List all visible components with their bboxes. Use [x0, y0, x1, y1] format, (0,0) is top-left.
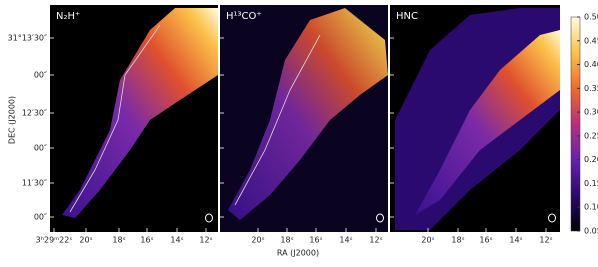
panel-2 [220, 5, 388, 232]
x-tick-label: 18ˢ [280, 236, 293, 245]
colorbar-tick-label: 0.25 [584, 131, 598, 140]
y-tick-label: 11′30″ [22, 179, 47, 188]
x-tick-label: 16ˢ [479, 236, 492, 245]
x-tick-label: 20ˢ [421, 236, 434, 245]
y-tick-label: 12′30″ [22, 109, 47, 118]
x-axis-label: RA (J2000) [277, 249, 319, 258]
colorbar-tick-label: 0.35 [584, 84, 598, 93]
x-tick-label: 14ˢ [170, 236, 183, 245]
colorbar [570, 16, 581, 232]
panel-label: H¹³CO⁺ [226, 11, 262, 22]
panel-1 [50, 5, 218, 232]
x-tick-label: 3ʰ29ᵐ22ˢ [36, 236, 73, 245]
colorbar-tick-label: 0.15 [584, 179, 598, 188]
colorbar-tick-label: 0.20 [584, 155, 598, 164]
x-tick-label: 16ˢ [140, 236, 153, 245]
colorbar-tick-label: 0.50 [584, 13, 598, 22]
x-tick-label: 18ˢ [451, 236, 464, 245]
panel-3 [390, 5, 560, 232]
x-tick-label: 14ˢ [339, 236, 352, 245]
colorbar-tick-label: 0.10 [584, 203, 598, 212]
x-tick-label: 18ˢ [112, 236, 125, 245]
y-tick-label: 00″ [34, 144, 47, 153]
y-tick-label: 00″ [34, 71, 47, 80]
colorbar-tick-label: 0.30 [584, 108, 598, 117]
colorbar-tick-label: 0.45 [584, 36, 598, 45]
x-tick-label: 20ˢ [251, 236, 264, 245]
y-axis-label: DEC (J2000) [8, 96, 17, 144]
x-tick-label: 12ˢ [199, 236, 212, 245]
x-tick-label: 12ˢ [369, 236, 382, 245]
panel-label: N₂H⁺ [56, 11, 80, 22]
panel-label: HNC [396, 11, 418, 22]
colorbar-tick-label: 0.05 [584, 227, 598, 236]
y-tick-label: 31°13′30″ [8, 34, 47, 43]
y-tick-label: 00″ [34, 213, 47, 222]
colorbar-tick-label: 0.40 [584, 60, 598, 69]
x-tick-label: 12ˢ [539, 236, 552, 245]
x-tick-label: 16ˢ [309, 236, 322, 245]
x-tick-label: 20ˢ [79, 236, 92, 245]
x-tick-label: 14ˢ [509, 236, 522, 245]
